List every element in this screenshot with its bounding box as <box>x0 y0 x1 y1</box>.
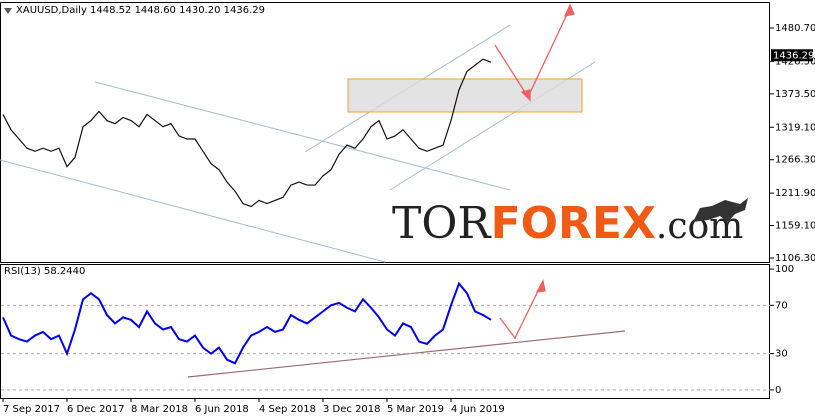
rsi-header: RSI(13) 58.2440 <box>4 266 85 277</box>
arrow-head <box>535 279 546 293</box>
last-price-label: 1436.29 <box>773 50 814 61</box>
y-tick-label: 1426.50 <box>775 56 815 67</box>
y-tick-label: 1480.70 <box>775 23 815 34</box>
channel-line <box>0 159 386 263</box>
y-tick-label: 1106.30 <box>775 253 815 264</box>
y-tick-label: 100 <box>775 264 794 275</box>
x-tick-label: 4 Sep 2018 <box>259 404 316 415</box>
y-tick-label: 1373.50 <box>775 89 815 100</box>
y-tick-label: 1159.10 <box>775 221 815 232</box>
x-tick-label: 4 Jun 2019 <box>451 404 505 415</box>
watermark: TORFOREX.com <box>392 198 748 249</box>
series-line <box>2 58 492 208</box>
zone-box <box>347 78 583 113</box>
y-tick-label: 70 <box>775 300 788 311</box>
trend-line <box>187 330 626 378</box>
x-tick-label: 5 Mar 2019 <box>387 404 444 415</box>
watermark-left: TOR <box>392 198 492 249</box>
x-tick-label: 6 Dec 2017 <box>67 404 125 415</box>
x-tick-label: 3 Dec 2018 <box>323 404 381 415</box>
series-line <box>2 281 492 365</box>
price-header: XAUUSD,Daily 1448.52 1448.60 1430.20 143… <box>16 5 265 16</box>
bull-icon <box>693 198 748 222</box>
y-tick-label: 0 <box>775 385 781 396</box>
y-tick-label: 1266.30 <box>775 155 815 166</box>
arrow-head <box>563 3 575 17</box>
watermark-text: TORFOREX.com <box>392 198 743 249</box>
y-tick-label: 1211.90 <box>775 188 815 199</box>
price-frame <box>0 2 770 263</box>
channel-line <box>94 81 511 191</box>
x-tick-label: 7 Sep 2017 <box>3 404 60 415</box>
last-price-box <box>771 49 813 62</box>
header-icon <box>4 8 12 14</box>
arrow <box>499 284 542 340</box>
x-tick-label: 8 Mar 2018 <box>131 404 188 415</box>
x-tick-label: 6 Jun 2018 <box>195 404 249 415</box>
y-tick-label: 30 <box>775 349 788 360</box>
y-tick-label: 1319.10 <box>775 122 815 133</box>
watermark-middle: FOREX <box>491 198 656 249</box>
rsi-frame <box>0 264 770 399</box>
arrow-head <box>520 89 531 102</box>
forecast-arrows <box>494 3 575 340</box>
